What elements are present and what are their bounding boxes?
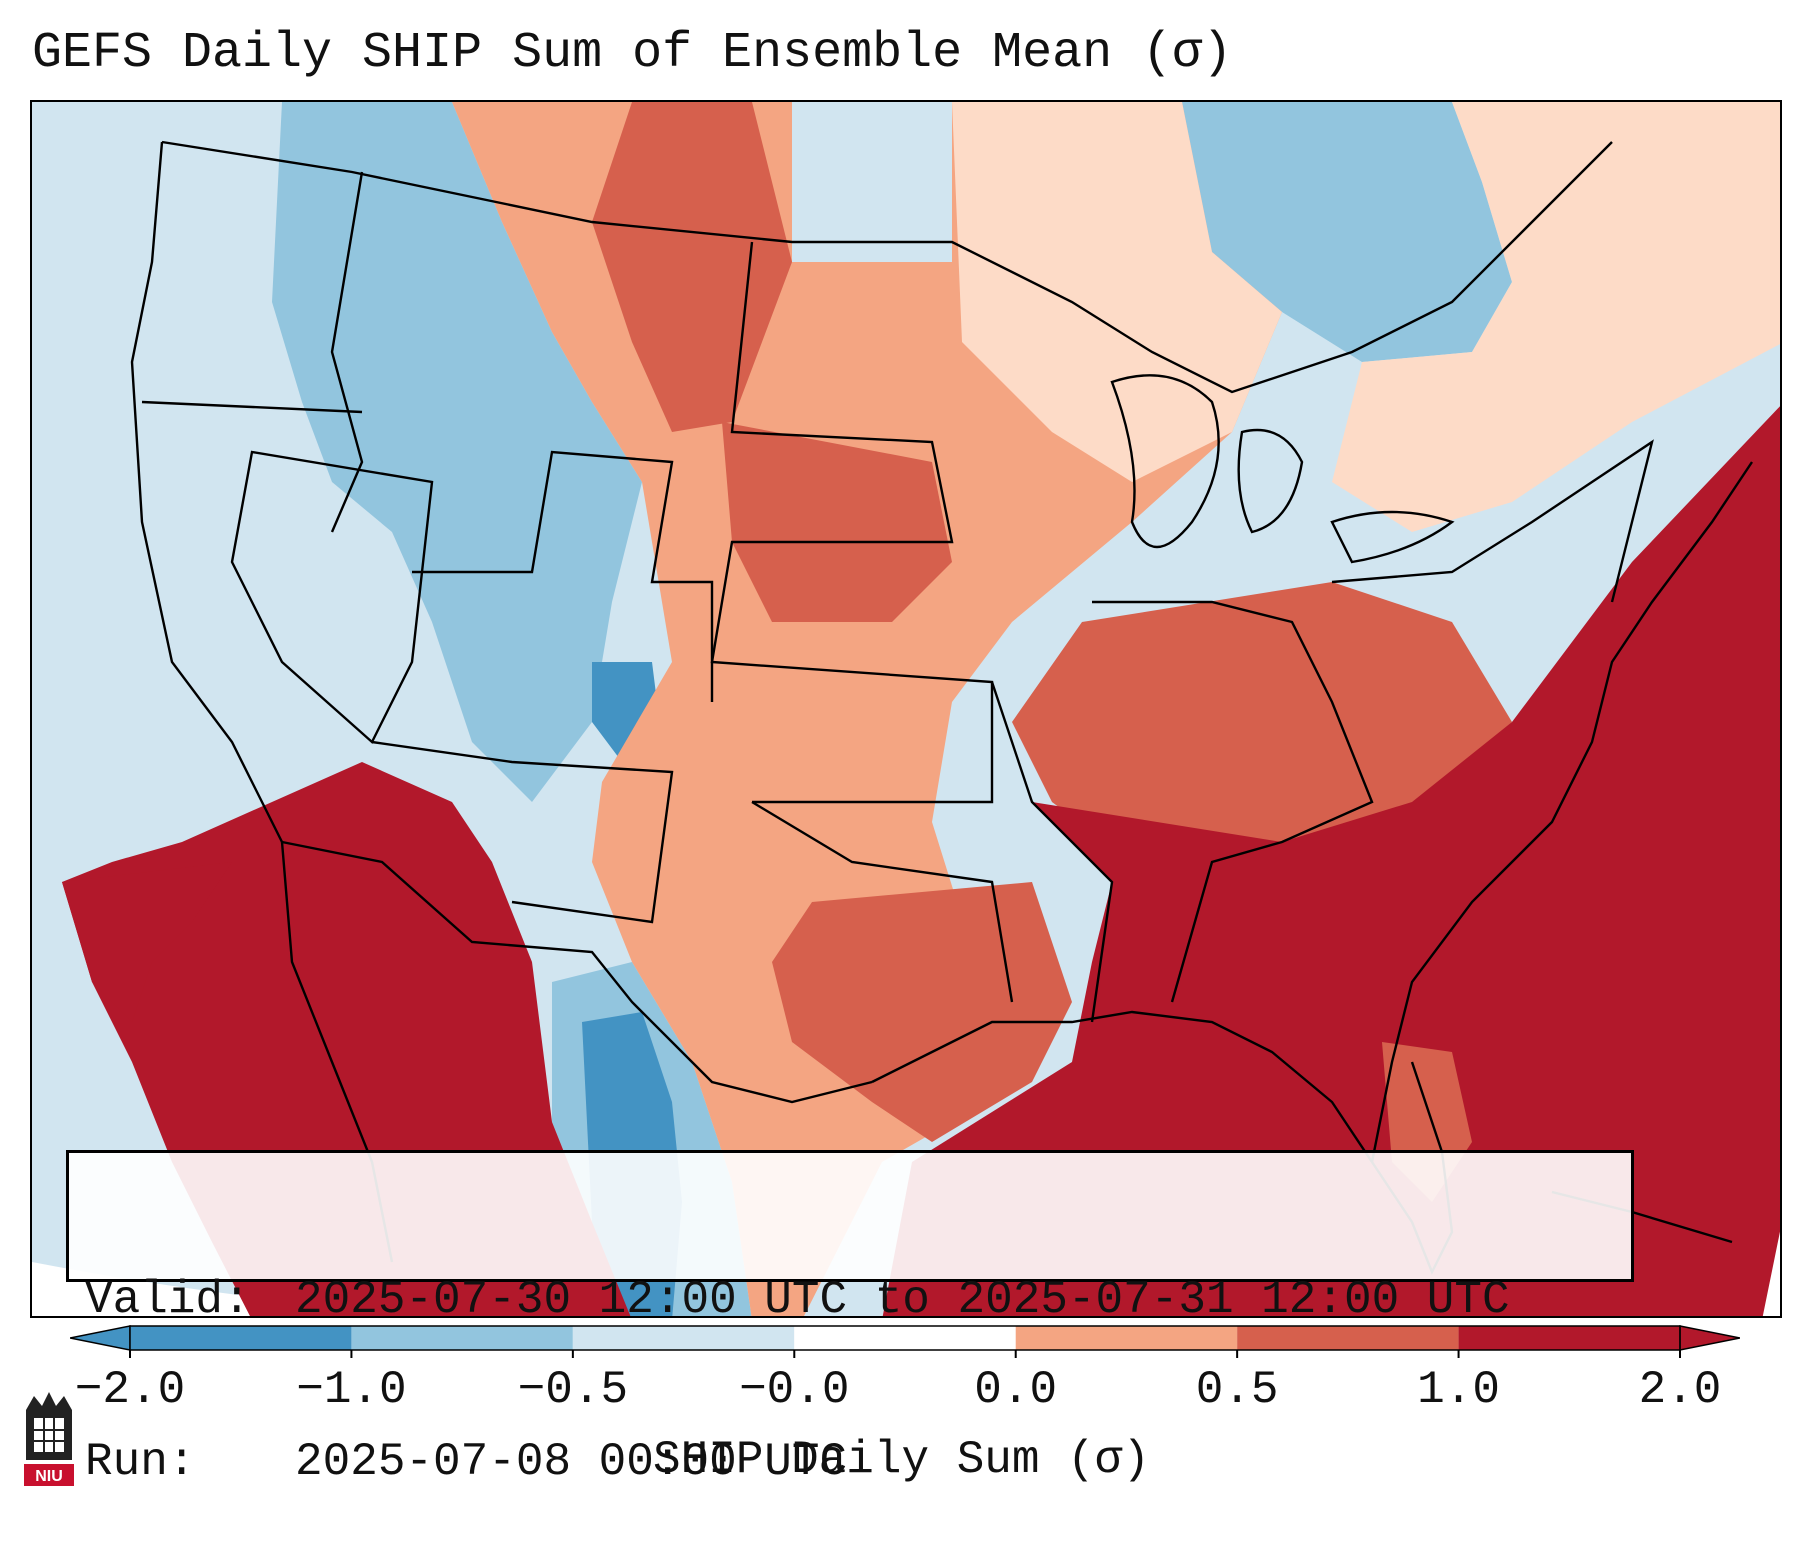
colorbar-outline (129, 1325, 1681, 1351)
border-arizona-newmexico (371, 740, 674, 924)
red-region-southeast (882, 406, 1780, 1316)
colorbar-segment (1458, 1326, 1680, 1350)
projection-edge (32, 1262, 475, 1316)
logo-text: NIU (35, 1468, 63, 1485)
ship-map (32, 102, 1780, 1316)
colorbar-segments (70, 1325, 1740, 1358)
border-midwest (1092, 600, 1374, 1003)
niu-logo: NIU (24, 1392, 74, 1486)
colorbar-tick-label: −1.0 (296, 1364, 407, 1416)
moderate-warm-nebraska (722, 422, 952, 622)
colorbar-extend-low (70, 1325, 131, 1351)
run-row: Run: 2025-07-08 00:00 UTC (85, 1435, 1615, 1489)
border-texas-oklahoma (751, 800, 1014, 1003)
colorbar-segment (572, 1326, 795, 1350)
run-value: 2025-07-08 00:00 UTC (295, 1436, 848, 1488)
colorbar-label: SHIP Daily Sum (σ) (653, 1434, 1150, 1486)
valid-run-info-box: Valid: 2025-07-30 12:00 UTC to 2025-07-31… (66, 1150, 1634, 1488)
light-warm-northeast (1332, 102, 1780, 532)
red-region-pacific-tongue (62, 862, 232, 1022)
colorbar-tick-label: −0.0 (739, 1364, 850, 1416)
mexico-border (281, 840, 873, 1104)
map-area (30, 100, 1782, 1318)
atlantic-coast (1370, 461, 1753, 1163)
colorbar-segment (1237, 1326, 1459, 1350)
run-key: Run: (85, 1436, 196, 1488)
blue-region-north-central (792, 102, 952, 262)
border-plains (710, 241, 994, 804)
colorbar-segment (130, 1326, 352, 1350)
colorbar-segment (794, 1326, 1016, 1350)
blue-region-northwest (272, 102, 642, 802)
border-mississippi (990, 681, 1114, 1023)
border-idaho (330, 171, 364, 533)
colorbar-tick-label: 0.0 (974, 1364, 1058, 1416)
colorbar-segment (351, 1326, 573, 1350)
colorbar-tick-label: 1.0 (1417, 1364, 1500, 1416)
light-warm-north (952, 102, 1282, 482)
moderate-warm-south-central (772, 882, 1072, 1142)
colorbar (70, 1325, 1740, 1358)
pacific-coast (130, 141, 284, 843)
moderate-warm-ohio-valley (1012, 582, 1512, 862)
map-title: GEFS Daily SHIP Sum of Ensemble Mean (σ) (32, 25, 1233, 82)
border-utah-colorado (412, 450, 714, 702)
valid-value: 2025-07-30 12:00 UTC to 2025-07-31 12:00… (295, 1274, 1510, 1326)
valid-key: Valid: (85, 1274, 251, 1326)
colorbar-tick-label: 2.0 (1638, 1364, 1722, 1416)
valid-row: Valid: 2025-07-30 12:00 UTC to 2025-07-31… (85, 1273, 1615, 1327)
moderate-warm-dakotas (592, 102, 792, 432)
great-lakes (1110, 374, 1455, 564)
border-northeast (1331, 439, 1654, 603)
gulf-coast (871, 1010, 1373, 1163)
colorbar-extend-high (1679, 1325, 1740, 1351)
colorbar-tick-label: 0.5 (1195, 1364, 1279, 1416)
colorbar-segment (1015, 1326, 1238, 1350)
us-canada-border (161, 140, 1613, 394)
colorbar-tick-label: −2.0 (74, 1364, 186, 1416)
colorbar-tick-label: −0.5 (517, 1364, 629, 1416)
border-oregon-washington (141, 400, 363, 414)
